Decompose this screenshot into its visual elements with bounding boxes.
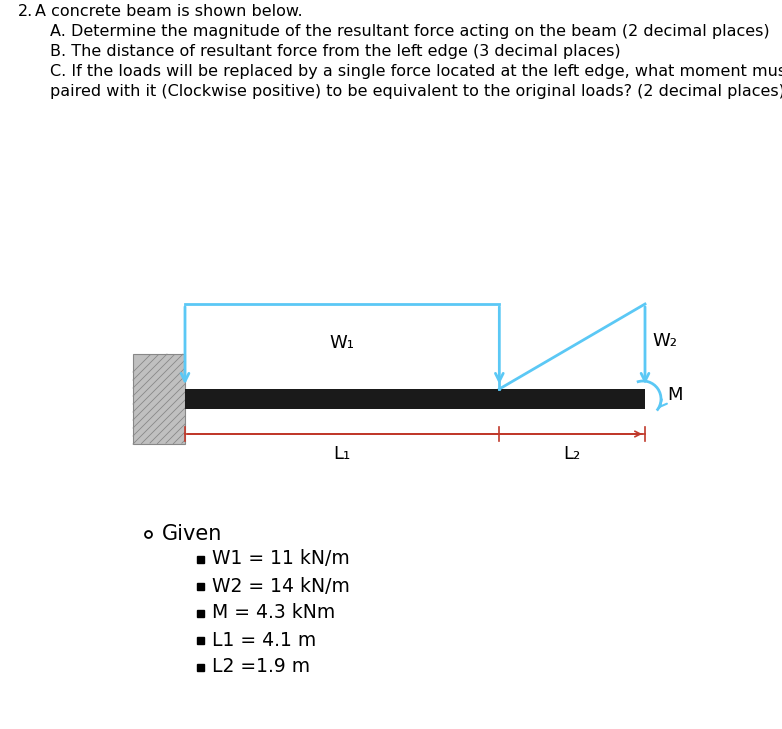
Bar — [196, 663, 203, 671]
Bar — [196, 636, 203, 644]
Text: 2.: 2. — [18, 4, 34, 19]
Text: M: M — [667, 386, 683, 404]
Text: L2 =1.9 m: L2 =1.9 m — [212, 658, 310, 677]
Text: W2 = 14 kN/m: W2 = 14 kN/m — [212, 577, 350, 596]
Bar — [196, 582, 203, 590]
Text: A concrete beam is shown below.: A concrete beam is shown below. — [35, 4, 303, 19]
Text: L₂: L₂ — [564, 445, 581, 463]
Bar — [196, 609, 203, 617]
Text: Given: Given — [162, 524, 222, 544]
Text: paired with it (Clockwise positive) to be equivalent to the original loads? (2 d: paired with it (Clockwise positive) to b… — [50, 84, 782, 99]
Text: L₁: L₁ — [334, 445, 351, 463]
Text: W₂: W₂ — [652, 332, 677, 349]
Text: M = 4.3 kNm: M = 4.3 kNm — [212, 604, 335, 623]
Text: C. If the loads will be replaced by a single force located at the left edge, wha: C. If the loads will be replaced by a si… — [50, 64, 782, 79]
Text: L1 = 4.1 m: L1 = 4.1 m — [212, 631, 316, 650]
Text: W1 = 11 kN/m: W1 = 11 kN/m — [212, 550, 350, 569]
Text: W₁: W₁ — [330, 333, 355, 351]
Polygon shape — [185, 389, 645, 409]
Text: A. Determine the magnitude of the resultant force acting on the beam (2 decimal : A. Determine the magnitude of the result… — [50, 24, 769, 39]
Text: B. The distance of resultant force from the left edge (3 decimal places): B. The distance of resultant force from … — [50, 44, 621, 59]
Polygon shape — [133, 354, 185, 444]
Bar — [196, 555, 203, 563]
